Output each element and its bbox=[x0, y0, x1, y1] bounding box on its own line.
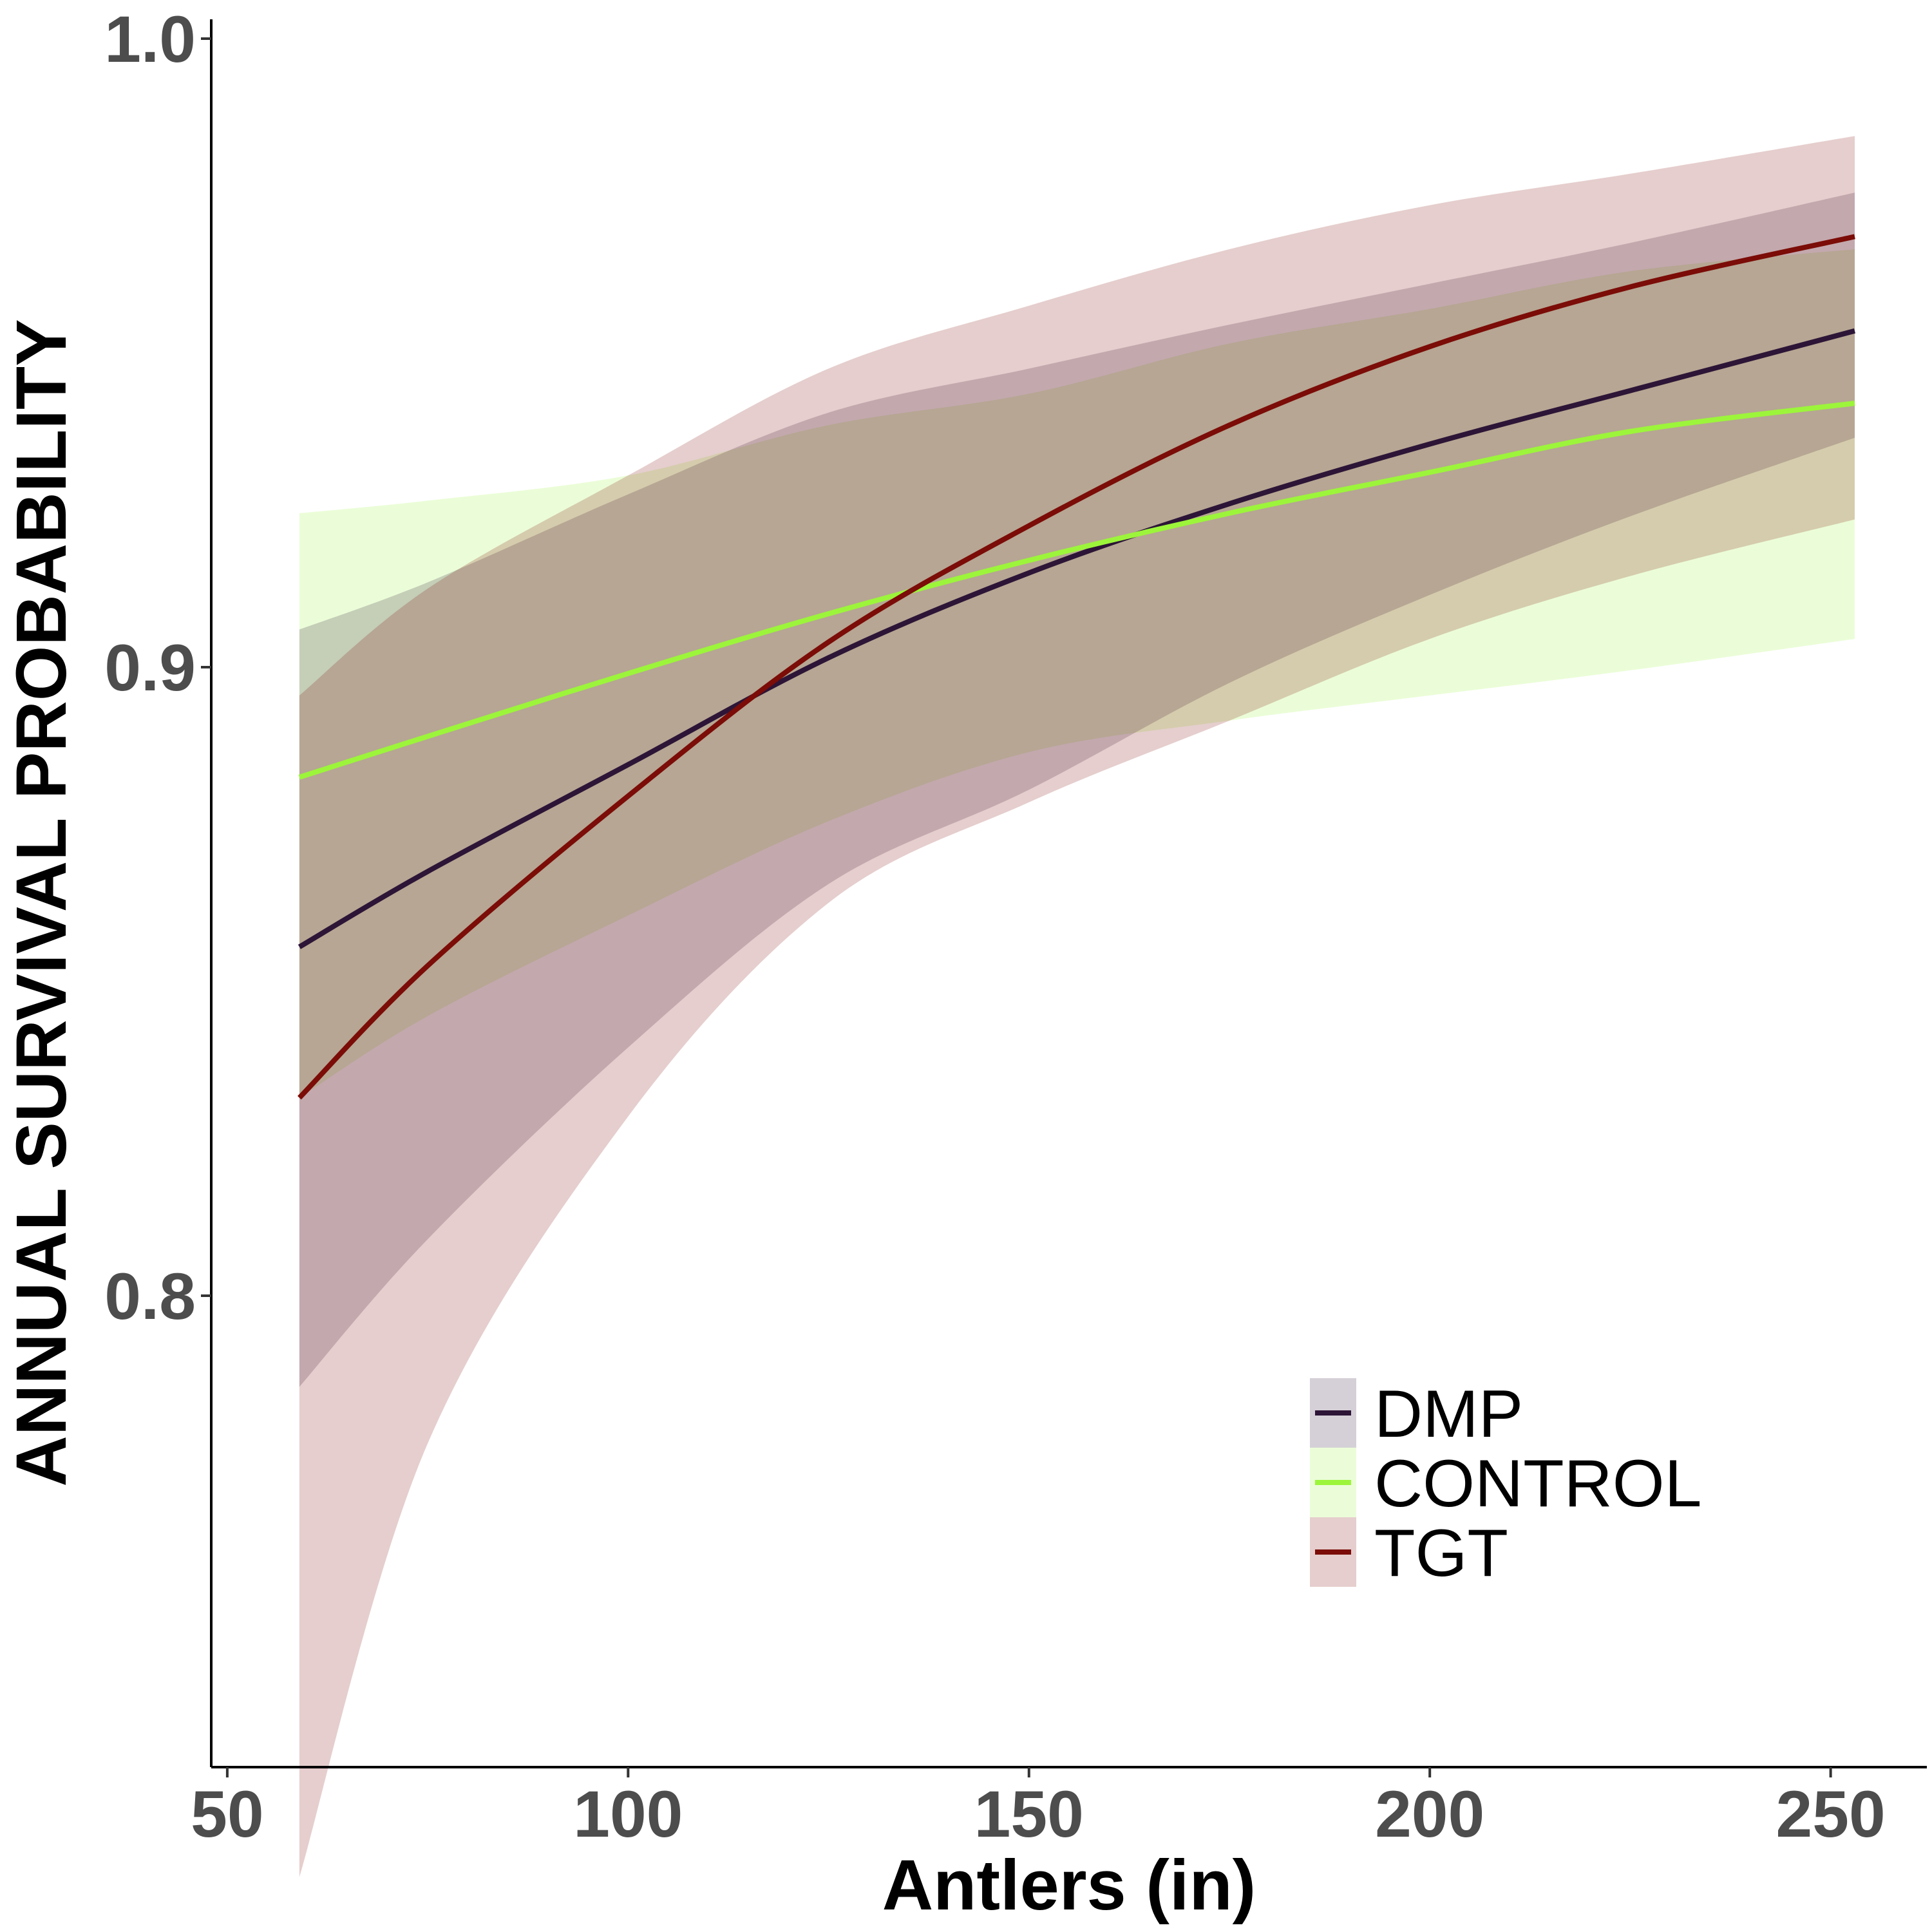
x-tick-label: 150 bbox=[974, 1777, 1084, 1851]
y-tick-label: 0.8 bbox=[104, 1260, 196, 1333]
ribbon-tgt bbox=[299, 136, 1855, 1877]
x-tick-label: 50 bbox=[191, 1777, 263, 1851]
legend-item-dmp: DMP bbox=[1310, 1377, 1523, 1452]
ticks: 50 100 150 200 250 0.8 0.9 1.0 bbox=[104, 3, 1886, 1851]
x-tick-label: 100 bbox=[573, 1777, 683, 1851]
y-tick-label: 1.0 bbox=[104, 3, 196, 76]
line-dmp bbox=[298, 328, 1856, 949]
legend-label-control: CONTROL bbox=[1374, 1446, 1701, 1521]
y-tick-label: 0.9 bbox=[104, 631, 196, 705]
x-tick-label: 200 bbox=[1375, 1777, 1484, 1851]
line-tgt bbox=[298, 234, 1855, 1100]
y-axis-title: ANNUAL SURVIVAL PROBABILITY bbox=[2, 319, 81, 1486]
legend-item-control: CONTROL bbox=[1310, 1446, 1701, 1521]
ribbon-control bbox=[299, 249, 1855, 1098]
confidence-ribbons bbox=[299, 136, 1855, 1877]
ribbon-dmp bbox=[299, 193, 1855, 1387]
line-control bbox=[298, 401, 1855, 780]
series-lines bbox=[298, 234, 1856, 1100]
axes bbox=[210, 19, 1927, 1768]
legend-label-tgt: TGT bbox=[1374, 1516, 1508, 1591]
x-tick-label: 250 bbox=[1776, 1777, 1886, 1851]
legend-label-dmp: DMP bbox=[1374, 1377, 1523, 1452]
x-axis-title: Antlers (in) bbox=[882, 1846, 1256, 1925]
legend-item-tgt: TGT bbox=[1310, 1516, 1508, 1591]
